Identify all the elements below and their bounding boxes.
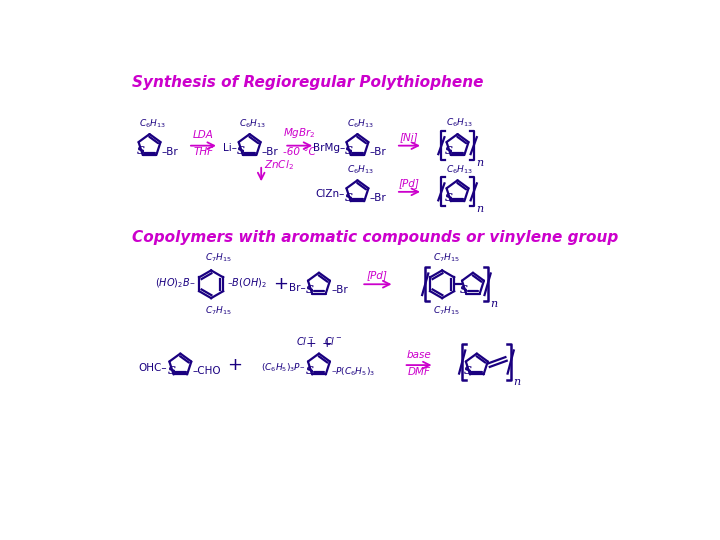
- Text: S: S: [168, 365, 176, 376]
- Text: –$B(OH)_2$: –$B(OH)_2$: [227, 276, 266, 289]
- Text: –Br: –Br: [370, 147, 387, 157]
- Text: Br–: Br–: [289, 283, 306, 293]
- Text: S: S: [445, 192, 453, 202]
- Text: BrMg–: BrMg–: [313, 143, 345, 153]
- Text: $ZnCl_2$: $ZnCl_2$: [264, 158, 293, 172]
- Text: $(HO)_2B$–: $(HO)_2B$–: [155, 276, 195, 289]
- Text: base: base: [407, 350, 431, 361]
- Text: Copolymers with aromatic compounds or vinylene group: Copolymers with aromatic compounds or vi…: [132, 231, 618, 245]
- Text: n: n: [513, 377, 520, 387]
- Text: $Cl^-$: $Cl^-$: [323, 335, 342, 347]
- Text: $MgBr_2$: $MgBr_2$: [283, 126, 316, 140]
- Text: n: n: [476, 204, 483, 214]
- Text: –$P(C_6H_5)_3$: –$P(C_6H_5)_3$: [331, 365, 375, 377]
- Text: Synthesis of Regioregular Polythiophene: Synthesis of Regioregular Polythiophene: [132, 75, 483, 90]
- Text: $C_6H_{13}$: $C_6H_{13}$: [347, 118, 374, 130]
- Text: S: S: [306, 284, 314, 295]
- Text: [Pd]: [Pd]: [399, 178, 420, 188]
- Text: S: S: [445, 145, 453, 157]
- Text: S: S: [460, 284, 468, 295]
- Text: +: +: [321, 338, 332, 350]
- Text: $Cl^-$: $Cl^-$: [296, 335, 315, 347]
- Text: -60 °C: -60 °C: [284, 147, 316, 157]
- Text: S: S: [345, 145, 353, 157]
- Text: LDA: LDA: [193, 130, 214, 140]
- Text: $C_7H_{15}$: $C_7H_{15}$: [433, 304, 460, 317]
- Text: S: S: [306, 365, 314, 376]
- Text: DMF: DMF: [408, 367, 431, 376]
- Text: OHC–: OHC–: [139, 363, 167, 373]
- Text: S: S: [345, 192, 353, 202]
- Text: S: S: [237, 145, 245, 157]
- Text: +: +: [306, 338, 317, 350]
- Text: [Pd]: [Pd]: [367, 269, 388, 280]
- Text: $C_7H_{15}$: $C_7H_{15}$: [433, 252, 460, 264]
- Text: $C_7H_{15}$: $C_7H_{15}$: [205, 252, 233, 264]
- Text: n: n: [476, 158, 483, 168]
- Text: $(C_6H_5)_3P$–: $(C_6H_5)_3P$–: [261, 362, 306, 374]
- Text: S: S: [137, 145, 145, 157]
- Text: $C_6H_{13}$: $C_6H_{13}$: [446, 117, 472, 130]
- Text: +: +: [227, 356, 242, 374]
- Text: Li–: Li–: [223, 143, 238, 153]
- Text: +: +: [273, 275, 288, 293]
- Text: $C_7H_{15}$: $C_7H_{15}$: [205, 304, 233, 317]
- Text: $C_6H_{13}$: $C_6H_{13}$: [239, 118, 266, 130]
- Text: –Br: –Br: [331, 286, 348, 295]
- Text: –Br: –Br: [370, 193, 387, 203]
- Text: –Br: –Br: [262, 147, 279, 157]
- Text: $C_6H_{13}$: $C_6H_{13}$: [446, 163, 472, 176]
- Text: S: S: [464, 365, 472, 376]
- Text: THF: THF: [194, 147, 214, 157]
- Text: $C_6H_{13}$: $C_6H_{13}$: [139, 118, 166, 130]
- Text: [Ni]: [Ni]: [400, 132, 418, 142]
- Text: ClZn–: ClZn–: [316, 189, 345, 199]
- Text: –CHO: –CHO: [193, 366, 221, 376]
- Text: –Br: –Br: [162, 147, 179, 157]
- Text: $C_6H_{13}$: $C_6H_{13}$: [347, 164, 374, 177]
- Text: n: n: [490, 299, 497, 309]
